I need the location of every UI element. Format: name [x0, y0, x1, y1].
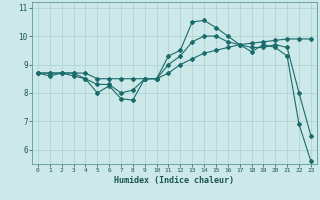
X-axis label: Humidex (Indice chaleur): Humidex (Indice chaleur) — [115, 176, 234, 185]
